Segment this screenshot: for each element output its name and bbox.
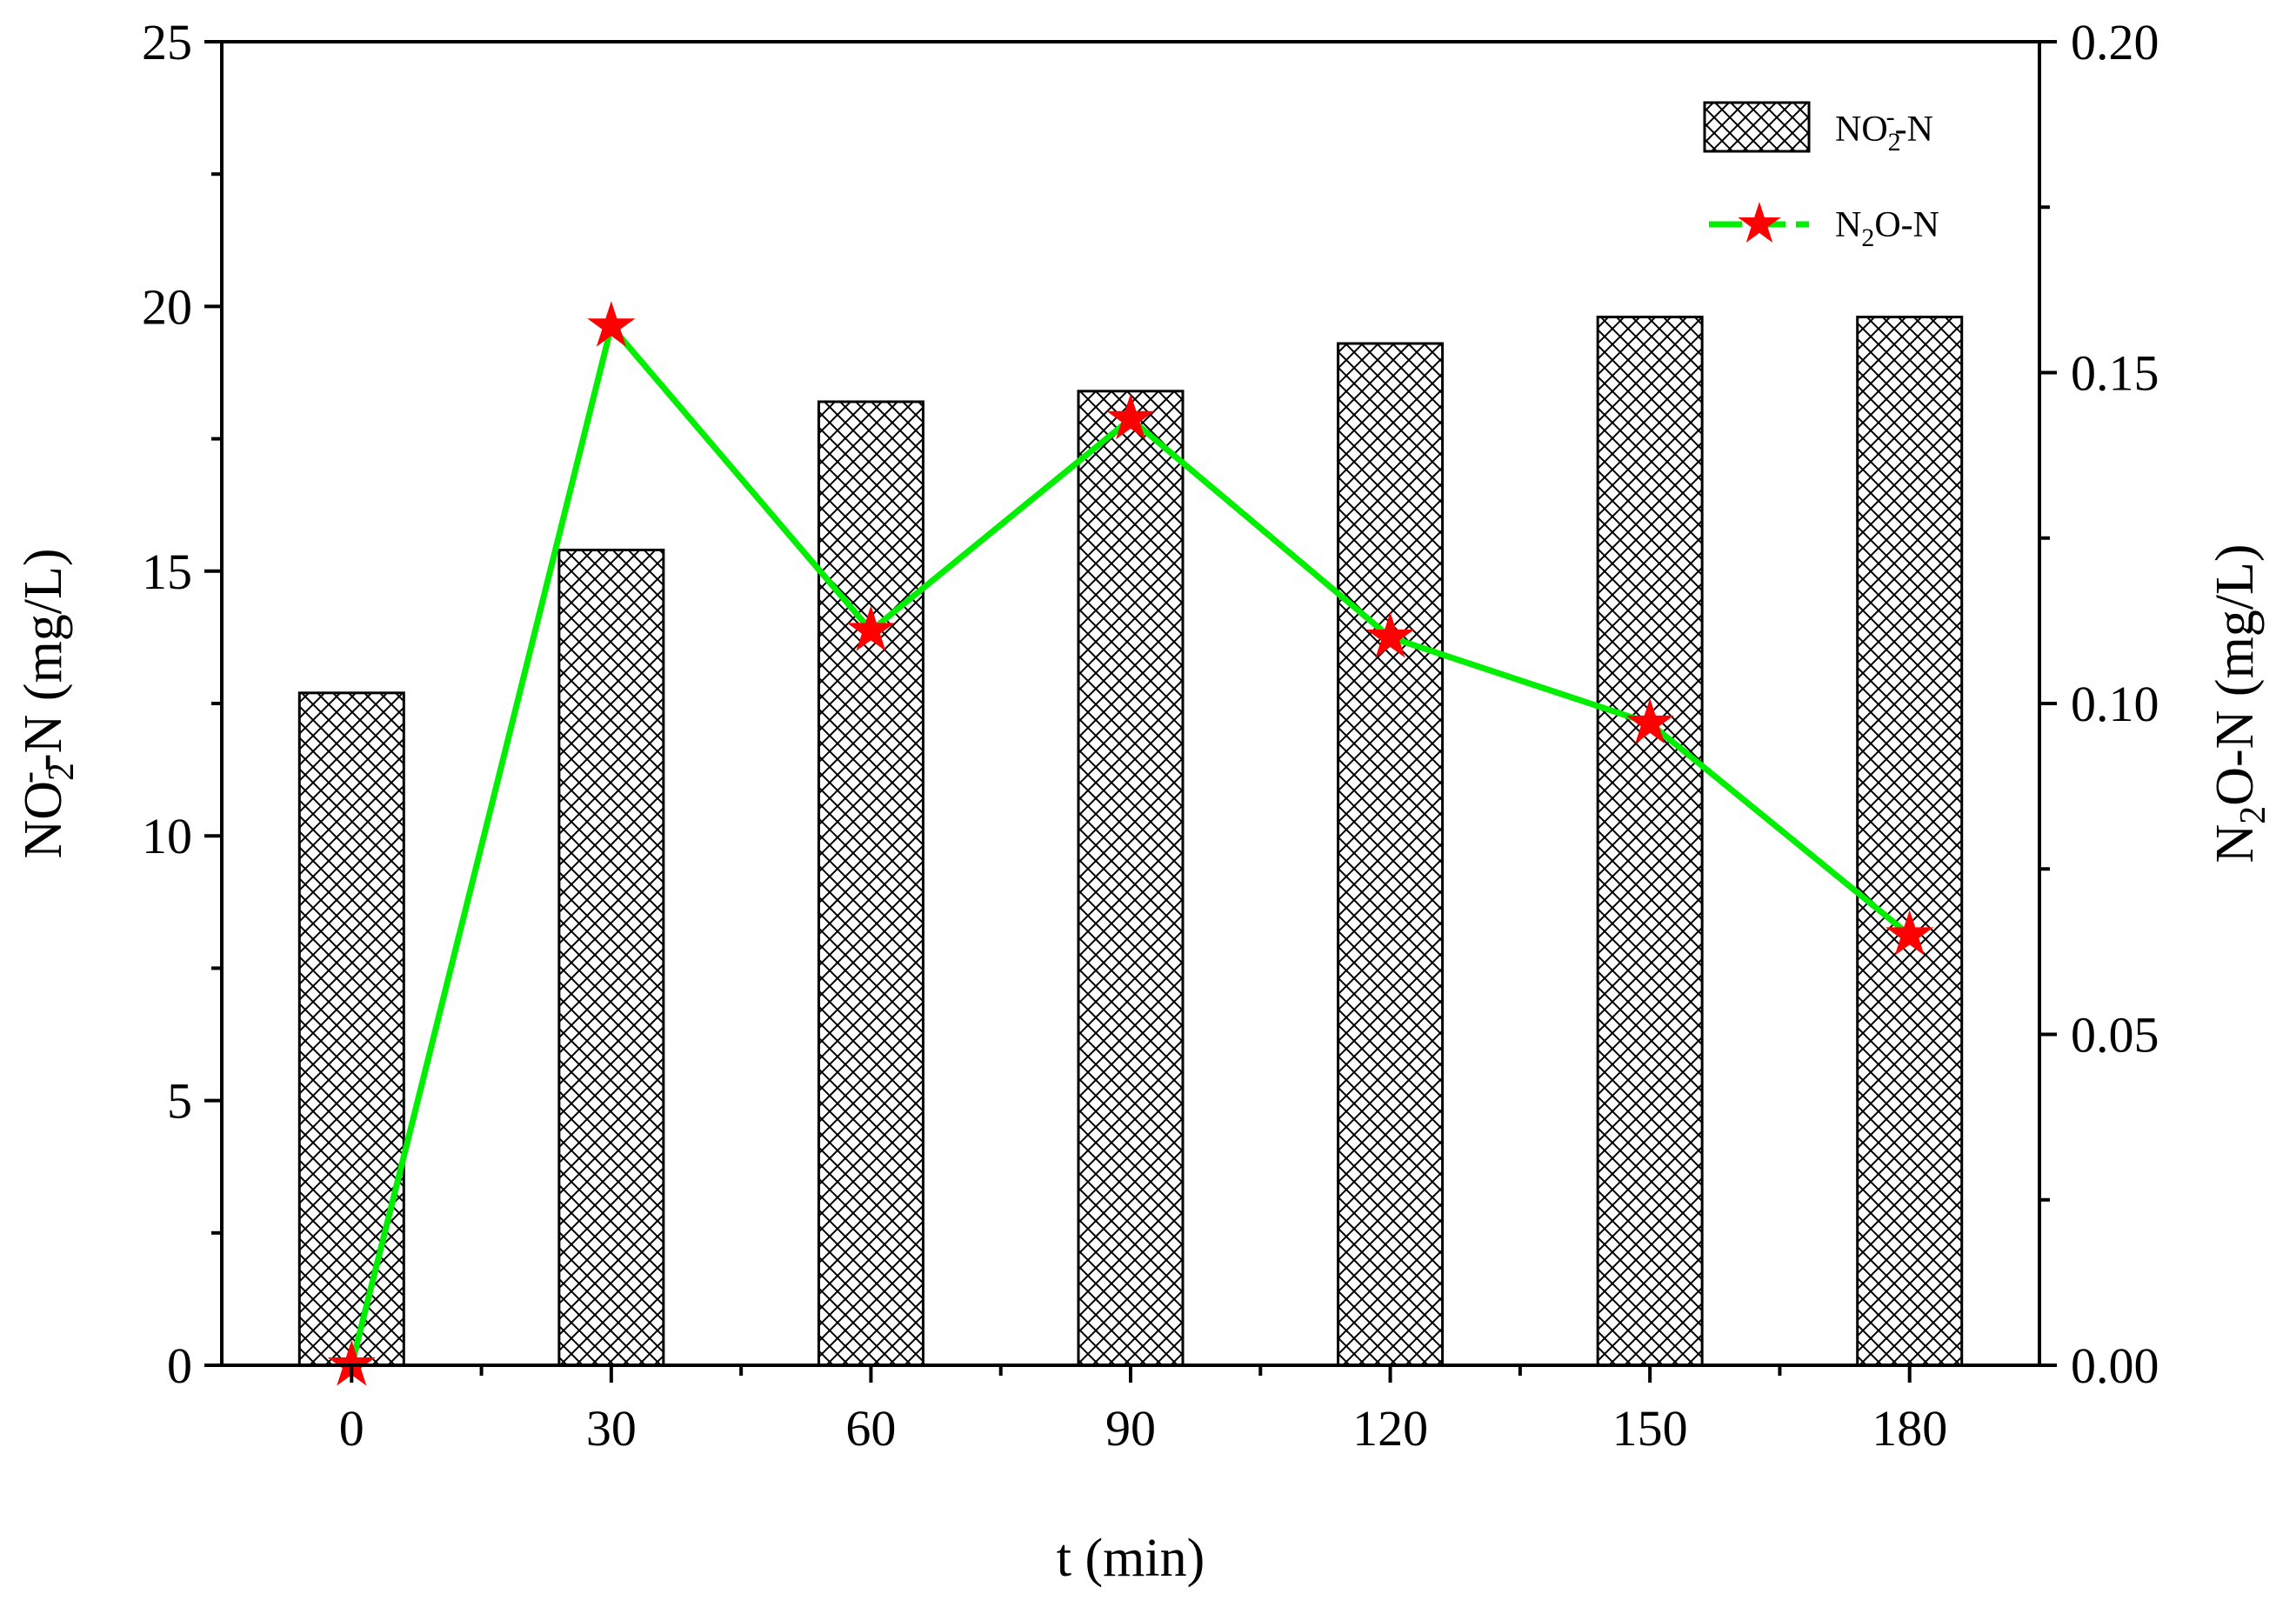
bar-30 [557,548,665,1367]
n2o-point-30 [587,301,636,347]
y-left-tick-label: 25 [142,14,192,70]
bar-series [297,316,1964,1367]
bar-0 [297,691,405,1367]
bar-150 [1596,316,1704,1367]
y-left-tick-label: 5 [167,1073,192,1130]
x-tick-label: 0 [339,1400,364,1457]
y-left-tick-label: 20 [142,278,192,335]
y-axis-right: 0.00 0.05 0.10 0.15 0.20 [2039,14,2159,1394]
legend: NO2--N N2O-N [1703,101,1939,252]
x-tick-label: 90 [1105,1400,1156,1457]
y-right-tick-label: 0.20 [2071,14,2159,70]
y-right-tick-label: 0.05 [2071,1007,2159,1064]
bar-180 [1856,316,1964,1367]
y-left-tick-label: 10 [142,808,192,864]
x-axis: 0 30 60 90 120 150 180 [339,1365,1947,1457]
y-left-tick-label: 0 [167,1337,192,1394]
bar-120 [1337,342,1445,1367]
y-right-tick-label: 0.15 [2071,345,2159,402]
x-axis-title: t (min) [1057,1529,1205,1588]
legend-swatch-no2 [1703,101,1811,153]
line-series [327,301,1934,1386]
x-tick-label: 30 [586,1400,637,1457]
y-axis-right-title: N2O-N (mg/L) [2206,543,2273,863]
y-axis-left-title: NO2--N (mg/L) [9,548,82,858]
y-right-tick-label: 0.10 [2071,676,2159,732]
y-left-tick-label: 15 [142,543,192,600]
bar-60 [817,400,924,1367]
legend-label-no2: NO2--N [1835,103,1933,157]
x-tick-label: 180 [1872,1400,1947,1457]
x-tick-label: 120 [1352,1400,1428,1457]
x-tick-label: 150 [1612,1400,1688,1457]
y-axis-left: 0 5 10 15 20 25 [142,14,222,1394]
legend-label-n2o: N2O-N [1835,205,1939,252]
y-right-tick-label: 0.00 [2071,1337,2159,1394]
x-tick-label: 60 [845,1400,896,1457]
bar-90 [1077,390,1185,1367]
